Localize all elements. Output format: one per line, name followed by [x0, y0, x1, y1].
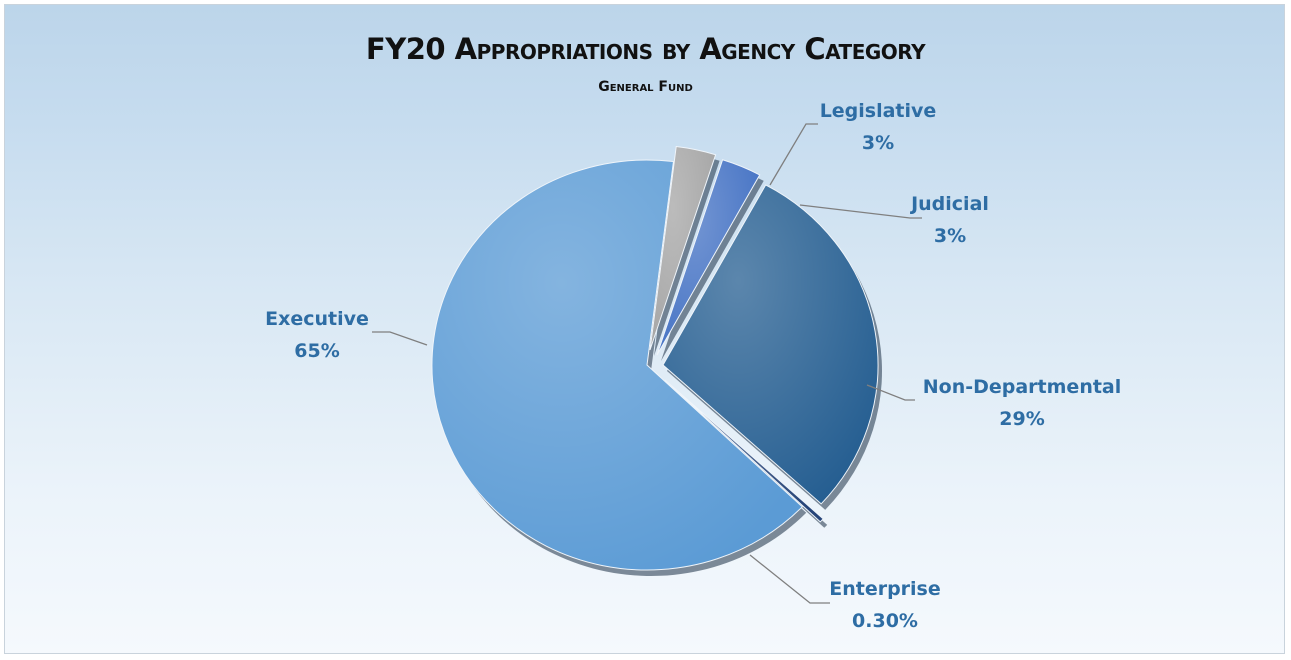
slice-labels: Legislative 3% Judicial 3% Non-Departmental 2… — [265, 100, 1121, 632]
slice-value-executive: 65% — [294, 340, 339, 362]
slice-label-non-departmental: Non-Departmental — [923, 376, 1122, 398]
slice-highlight-executive — [432, 160, 803, 570]
slice-highlight-legislative — [650, 146, 716, 350]
leader-line-executive — [372, 331, 428, 346]
slice-highlight-enterprise — [665, 380, 824, 522]
chart-title: FY20 Appropriations by Agency Category — [365, 32, 926, 66]
slice-highlight-non-departmental — [663, 184, 879, 504]
slice-label-enterprise: Enterprise — [829, 578, 941, 600]
slice-value-enterprise: 0.30% — [852, 610, 918, 632]
slice-label-legislative: Legislative — [820, 100, 937, 122]
slice-shadow-judicial — [661, 165, 764, 361]
slice-value-legislative: 3% — [862, 132, 894, 154]
chart-subtitle: General Fund — [598, 79, 693, 95]
leader-line-enterprise — [749, 554, 830, 604]
slice-highlight-judicial — [657, 159, 760, 355]
leader-line-judicial — [799, 204, 922, 219]
leader-line-legislative — [769, 123, 818, 186]
slice-shadow-legislative — [654, 152, 720, 356]
slice-value-non-departmental: 29% — [999, 408, 1044, 430]
leader-line-non-departmental — [866, 384, 915, 401]
pie-slices — [431, 145, 879, 571]
leader-lines — [372, 123, 922, 604]
slice-value-judicial: 3% — [934, 225, 966, 247]
slice-label-judicial: Judicial — [909, 193, 989, 215]
slice-label-executive: Executive — [265, 308, 369, 330]
